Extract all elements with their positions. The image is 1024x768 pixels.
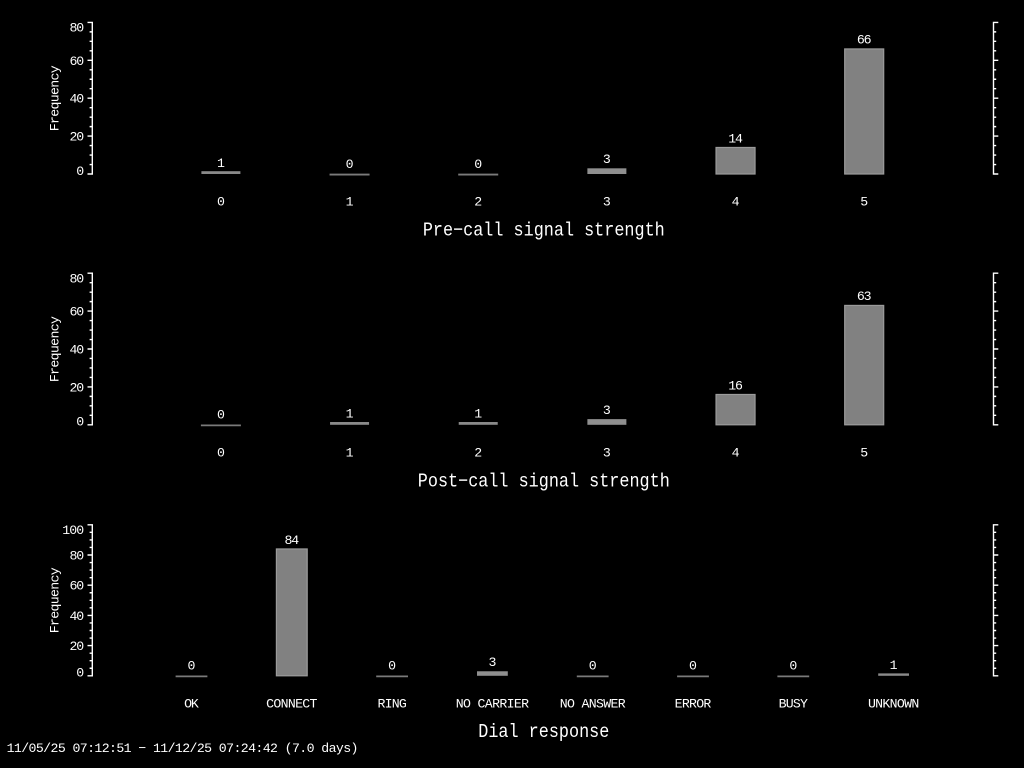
svg-text:4: 4 bbox=[732, 446, 740, 461]
svg-text:3: 3 bbox=[603, 195, 611, 210]
svg-text:0: 0 bbox=[689, 659, 697, 674]
svg-text:60: 60 bbox=[70, 54, 85, 69]
svg-text:5: 5 bbox=[860, 195, 868, 210]
svg-text:60: 60 bbox=[70, 305, 85, 320]
svg-text:3: 3 bbox=[603, 446, 611, 461]
svg-text:80: 80 bbox=[70, 548, 85, 563]
svg-text:20: 20 bbox=[70, 130, 85, 145]
svg-text:0: 0 bbox=[388, 659, 396, 674]
svg-text:11/05/25 07:12:51 − 11/12/25 0: 11/05/25 07:12:51 − 11/12/25 07:24:42 (7… bbox=[7, 741, 359, 756]
svg-text:Dial response: Dial response bbox=[478, 721, 609, 743]
svg-text:4: 4 bbox=[732, 195, 740, 210]
svg-text:1: 1 bbox=[890, 658, 898, 673]
svg-text:2: 2 bbox=[474, 195, 482, 210]
svg-text:40: 40 bbox=[70, 609, 85, 624]
svg-text:ERROR: ERROR bbox=[675, 697, 712, 712]
svg-text:Pre−call signal strength: Pre−call signal strength bbox=[423, 220, 665, 242]
svg-text:0: 0 bbox=[76, 415, 84, 430]
svg-text:0: 0 bbox=[589, 659, 597, 674]
svg-text:3: 3 bbox=[603, 403, 611, 418]
svg-text:60: 60 bbox=[70, 579, 85, 594]
svg-text:5: 5 bbox=[860, 446, 868, 461]
svg-text:1: 1 bbox=[346, 446, 354, 461]
svg-text:CONNECT: CONNECT bbox=[266, 697, 317, 712]
svg-text:Post−call signal strength: Post−call signal strength bbox=[418, 471, 670, 493]
svg-text:0: 0 bbox=[217, 446, 225, 461]
svg-text:0: 0 bbox=[346, 157, 354, 172]
svg-text:1: 1 bbox=[346, 195, 354, 210]
svg-text:OK: OK bbox=[184, 697, 199, 712]
svg-text:80: 80 bbox=[70, 271, 85, 286]
svg-text:0: 0 bbox=[217, 408, 225, 423]
svg-text:20: 20 bbox=[70, 639, 85, 654]
svg-text:40: 40 bbox=[70, 92, 85, 107]
svg-text:RING: RING bbox=[377, 697, 406, 712]
svg-text:80: 80 bbox=[70, 21, 85, 36]
svg-text:3: 3 bbox=[603, 152, 611, 167]
svg-text:0: 0 bbox=[217, 195, 225, 210]
svg-text:0: 0 bbox=[188, 659, 196, 674]
svg-text:40: 40 bbox=[70, 342, 85, 357]
svg-text:16: 16 bbox=[728, 378, 743, 393]
svg-text:0: 0 bbox=[474, 157, 482, 172]
svg-text:0: 0 bbox=[76, 164, 84, 179]
svg-text:Frequency: Frequency bbox=[48, 65, 63, 131]
svg-text:20: 20 bbox=[70, 380, 85, 395]
svg-text:84: 84 bbox=[284, 533, 299, 548]
svg-text:63: 63 bbox=[857, 289, 872, 304]
svg-text:Frequency: Frequency bbox=[48, 567, 63, 633]
svg-text:1: 1 bbox=[474, 407, 482, 422]
svg-text:Frequency: Frequency bbox=[48, 316, 63, 382]
svg-text:3: 3 bbox=[488, 655, 496, 670]
svg-text:100: 100 bbox=[62, 523, 84, 538]
svg-text:1: 1 bbox=[346, 407, 354, 422]
svg-text:NO ANSWER: NO ANSWER bbox=[560, 697, 626, 712]
svg-text:BUSY: BUSY bbox=[779, 697, 808, 712]
svg-text:0: 0 bbox=[76, 666, 84, 681]
svg-text:1: 1 bbox=[217, 156, 225, 171]
svg-text:UNKNOWN: UNKNOWN bbox=[868, 697, 919, 712]
svg-text:66: 66 bbox=[857, 33, 872, 48]
svg-text:2: 2 bbox=[474, 446, 482, 461]
svg-text:0: 0 bbox=[789, 659, 797, 674]
svg-text:NO CARRIER: NO CARRIER bbox=[456, 697, 529, 712]
svg-text:14: 14 bbox=[728, 131, 743, 146]
